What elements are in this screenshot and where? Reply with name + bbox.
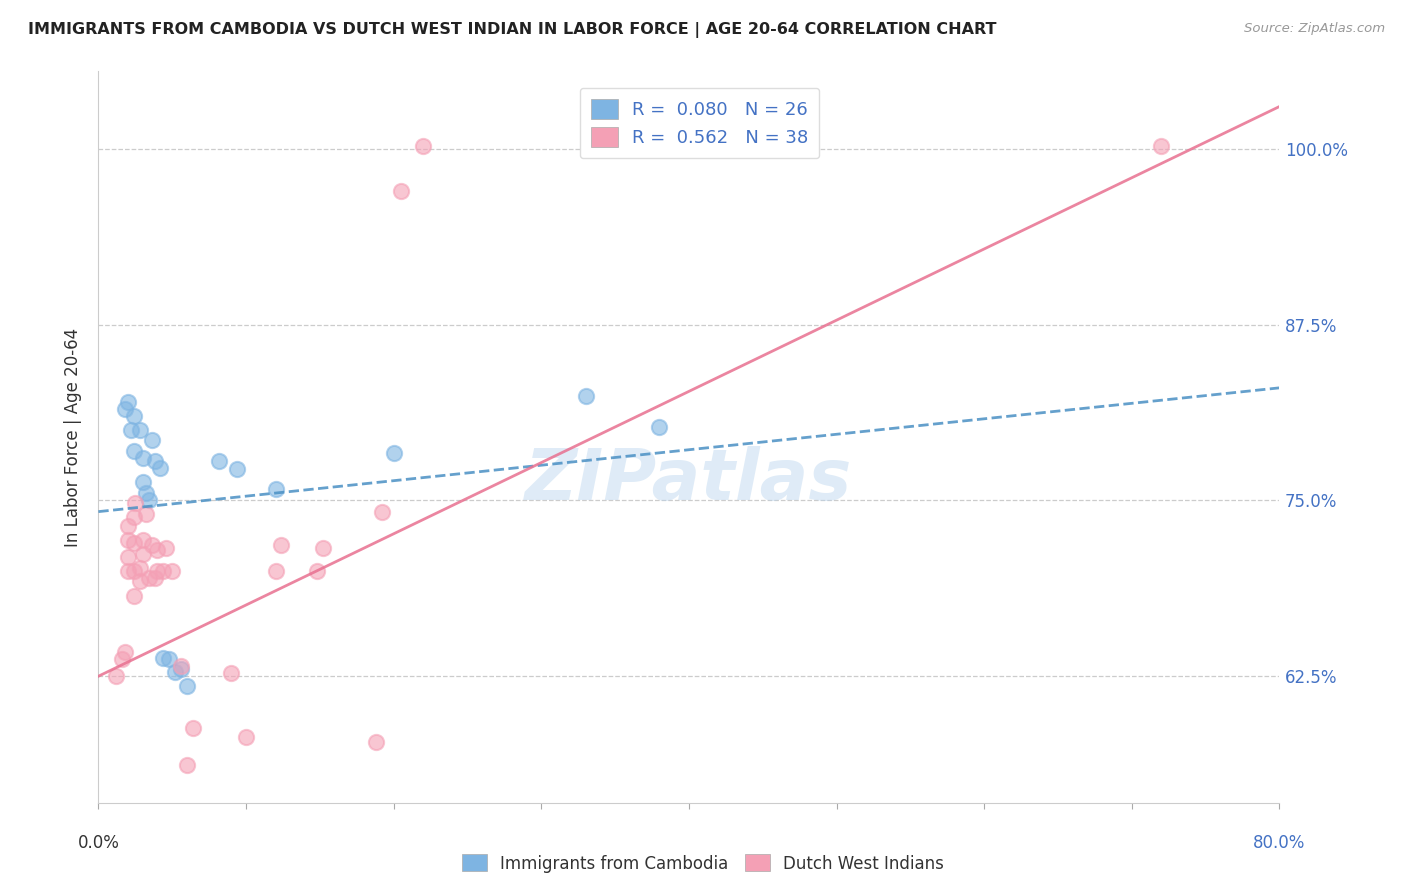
Point [226,462,249,476]
Point [114,645,136,659]
Point [191,876,214,890]
Point [305,564,328,578]
Point [264,564,287,578]
Point [128,423,150,437]
Point [181,721,204,735]
Point [170,659,193,673]
Text: IMMIGRANTS FROM CAMBODIA VS DUTCH WEST INDIAN IN LABOR FORCE | AGE 20-64 CORRELA: IMMIGRANTS FROM CAMBODIA VS DUTCH WEST I… [28,22,997,38]
Point [132,533,155,547]
Point [128,574,150,588]
Point [117,518,139,533]
Point [122,409,145,423]
Point [264,482,287,496]
Point [105,669,128,683]
Point [138,571,160,585]
Point [364,735,387,749]
Point [146,564,169,578]
Point [382,445,405,459]
Point [270,538,292,552]
Point [138,493,160,508]
Y-axis label: In Labor Force | Age 20-64: In Labor Force | Age 20-64 [65,327,83,547]
Text: 0.0%: 0.0% [77,834,120,852]
Point [117,564,139,578]
Point [1150,139,1173,153]
Point [146,542,169,557]
Point [208,454,231,468]
Point [141,433,163,447]
Point [648,420,671,434]
Point [135,508,157,522]
Point [122,510,145,524]
Point [152,651,174,665]
Point [312,541,335,556]
Point [132,547,155,561]
Point [143,571,166,585]
Point [141,538,163,552]
Point [132,475,155,489]
Point [143,454,166,468]
Text: 80.0%: 80.0% [1253,834,1306,852]
Point [132,451,155,466]
Text: Source: ZipAtlas.com: Source: ZipAtlas.com [1244,22,1385,36]
Point [111,652,134,666]
Point [165,665,187,679]
Point [157,652,180,666]
Point [235,730,257,744]
Point [176,679,198,693]
Point [149,461,172,475]
Legend: R =  0.080   N = 26, R =  0.562   N = 38: R = 0.080 N = 26, R = 0.562 N = 38 [579,87,820,158]
Point [114,401,136,416]
Point [122,564,145,578]
Point [412,139,434,153]
Point [117,533,139,547]
Point [117,549,139,564]
Point [187,873,209,888]
Point [128,561,150,575]
Point [176,757,198,772]
Point [219,666,242,681]
Point [152,564,174,578]
Point [135,486,157,500]
Legend: Immigrants from Cambodia, Dutch West Indians: Immigrants from Cambodia, Dutch West Ind… [456,847,950,880]
Point [122,535,145,549]
Point [574,389,596,403]
Point [120,423,142,437]
Point [170,662,193,676]
Point [122,444,145,458]
Text: ZIPatlas: ZIPatlas [526,447,852,516]
Point [371,505,394,519]
Point [162,564,183,578]
Point [155,541,177,556]
Point [124,496,146,510]
Point [389,184,412,198]
Point [117,395,139,409]
Point [122,589,145,603]
